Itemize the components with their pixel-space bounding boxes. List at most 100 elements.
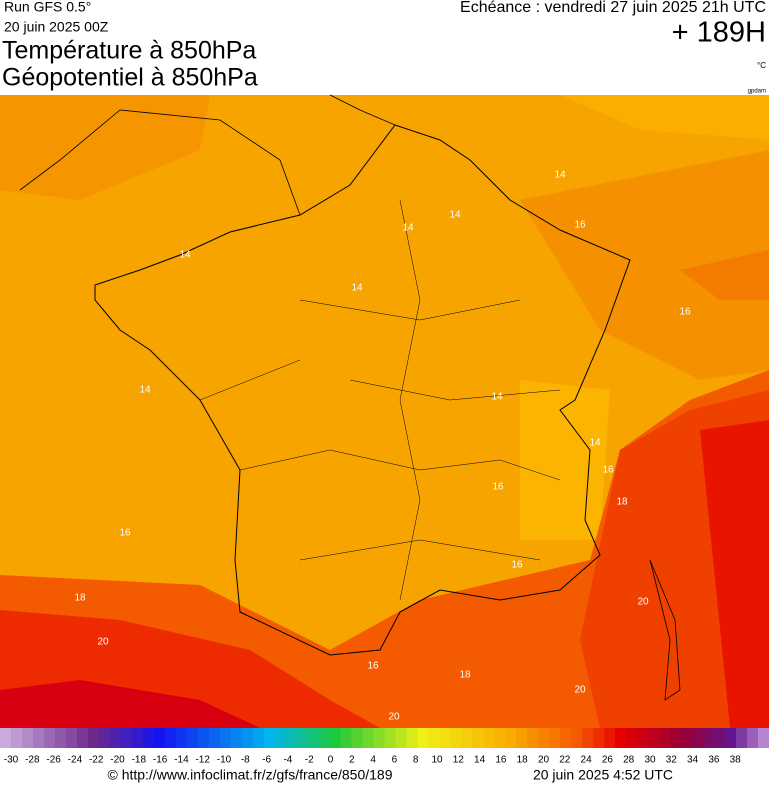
title: Température à 850hPa bbox=[2, 37, 256, 65]
borders bbox=[199, 199, 561, 601]
legend-cell bbox=[120, 728, 133, 748]
legend-cell bbox=[252, 728, 265, 748]
legend-cell bbox=[615, 728, 627, 748]
zone bbox=[520, 150, 769, 380]
legend-cell bbox=[483, 728, 495, 748]
legend-cell bbox=[274, 728, 287, 748]
legend-cell bbox=[0, 728, 12, 748]
contour-labels: 14 14 14 14 16 14 16 14 14 14 16 18 16 18 20 20 20 16 18 20… bbox=[74, 170, 691, 723]
contour-label: 14 bbox=[491, 392, 503, 403]
legend-cell bbox=[241, 728, 254, 748]
legend-cell bbox=[703, 728, 715, 748]
contour-label: 16 bbox=[602, 465, 614, 476]
contour-label: 16 bbox=[574, 220, 586, 231]
legend-cell bbox=[285, 728, 298, 748]
contour-label: 14 bbox=[554, 170, 566, 181]
legend-cell bbox=[208, 728, 221, 748]
legend-cell bbox=[76, 728, 89, 748]
legend-cell bbox=[527, 728, 539, 748]
legend-cell bbox=[340, 728, 353, 748]
legend-cell bbox=[296, 728, 309, 748]
legend-label: 28 bbox=[623, 755, 635, 766]
legend-cell bbox=[571, 728, 583, 748]
legend-cell bbox=[32, 728, 45, 748]
legend-cell bbox=[307, 728, 320, 748]
legend-cell bbox=[186, 728, 199, 748]
legend-label: -14 bbox=[174, 755, 189, 766]
legend-label: 36 bbox=[708, 755, 720, 766]
run: Run GFS 0.5° bbox=[4, 0, 91, 15]
legend-label: -28 bbox=[25, 755, 40, 766]
coast bbox=[19, 94, 396, 216]
legend-cell bbox=[725, 728, 737, 748]
contour-label: 16 bbox=[119, 528, 131, 539]
legend-label: -4 bbox=[283, 755, 292, 766]
legend-cell bbox=[175, 728, 188, 748]
legend-cell bbox=[263, 728, 276, 748]
legend-cell bbox=[670, 728, 682, 748]
legend-label: -20 bbox=[110, 755, 125, 766]
legend-label: 20 bbox=[538, 755, 550, 766]
legend-cell bbox=[736, 728, 748, 748]
legend-label: 38 bbox=[730, 755, 742, 766]
run-date: 20 juin 2025 00Z bbox=[4, 19, 109, 35]
legend-label: -22 bbox=[89, 755, 104, 766]
legend-cell bbox=[505, 728, 517, 748]
legend-label: -12 bbox=[195, 755, 210, 766]
legend-cell bbox=[450, 728, 462, 748]
offset: + 189H bbox=[672, 17, 766, 49]
zone bbox=[520, 380, 610, 540]
unit: °C bbox=[757, 61, 766, 70]
contour-label: 20 bbox=[97, 637, 109, 648]
zone bbox=[0, 680, 260, 728]
zone bbox=[0, 95, 210, 200]
contour-label: 20 bbox=[388, 712, 400, 723]
legend-cell bbox=[461, 728, 473, 748]
legend-cell bbox=[516, 728, 528, 748]
legend-label: -2 bbox=[305, 755, 314, 766]
legend-cell bbox=[681, 728, 693, 748]
legend-label: -16 bbox=[153, 755, 168, 766]
legend-cell bbox=[131, 728, 144, 748]
contour-label: 14 bbox=[449, 210, 461, 221]
zone bbox=[700, 420, 769, 728]
legend-label: 32 bbox=[666, 755, 678, 766]
title: Géopotentiel à 850hPa bbox=[2, 64, 258, 92]
legend-cell bbox=[395, 728, 407, 748]
legend-cell bbox=[219, 728, 232, 748]
zone bbox=[560, 95, 769, 140]
legend-label: 2 bbox=[349, 755, 355, 766]
legend-label: 6 bbox=[392, 755, 398, 766]
legend-cell bbox=[164, 728, 177, 748]
legend-label: 16 bbox=[495, 755, 507, 766]
legend-cell bbox=[318, 728, 331, 748]
legend-cell bbox=[329, 728, 342, 748]
legend-label: -30 bbox=[4, 755, 19, 766]
corsica bbox=[649, 559, 681, 701]
legend-label: -26 bbox=[46, 755, 61, 766]
legend-cell bbox=[54, 728, 67, 748]
legend-label: 24 bbox=[581, 755, 593, 766]
legend-cell bbox=[351, 728, 364, 748]
legend-label: 34 bbox=[687, 755, 699, 766]
legend-cell bbox=[230, 728, 243, 748]
legend-cell bbox=[43, 728, 56, 748]
legend-label: -10 bbox=[217, 755, 232, 766]
legend-cell bbox=[714, 728, 726, 748]
legend-cell bbox=[582, 728, 594, 748]
legend-label: 12 bbox=[453, 755, 465, 766]
contour-label: 14 bbox=[402, 223, 414, 234]
legend-cell bbox=[637, 728, 649, 748]
legend-label: 22 bbox=[559, 755, 571, 766]
contour-label: 16 bbox=[367, 661, 379, 672]
color-legend: -30 -28 -26 -24 -22 -20 -18 -16 -14 -12 -10 -8 -6 -4-… bbox=[0, 728, 769, 766]
legend-cell bbox=[362, 728, 375, 748]
legend-cell bbox=[560, 728, 572, 748]
legend-cell bbox=[439, 728, 451, 748]
legend-cell bbox=[406, 728, 418, 748]
legend-cell bbox=[197, 728, 210, 748]
contour-label: 18 bbox=[459, 670, 471, 681]
legend-cell bbox=[98, 728, 111, 748]
